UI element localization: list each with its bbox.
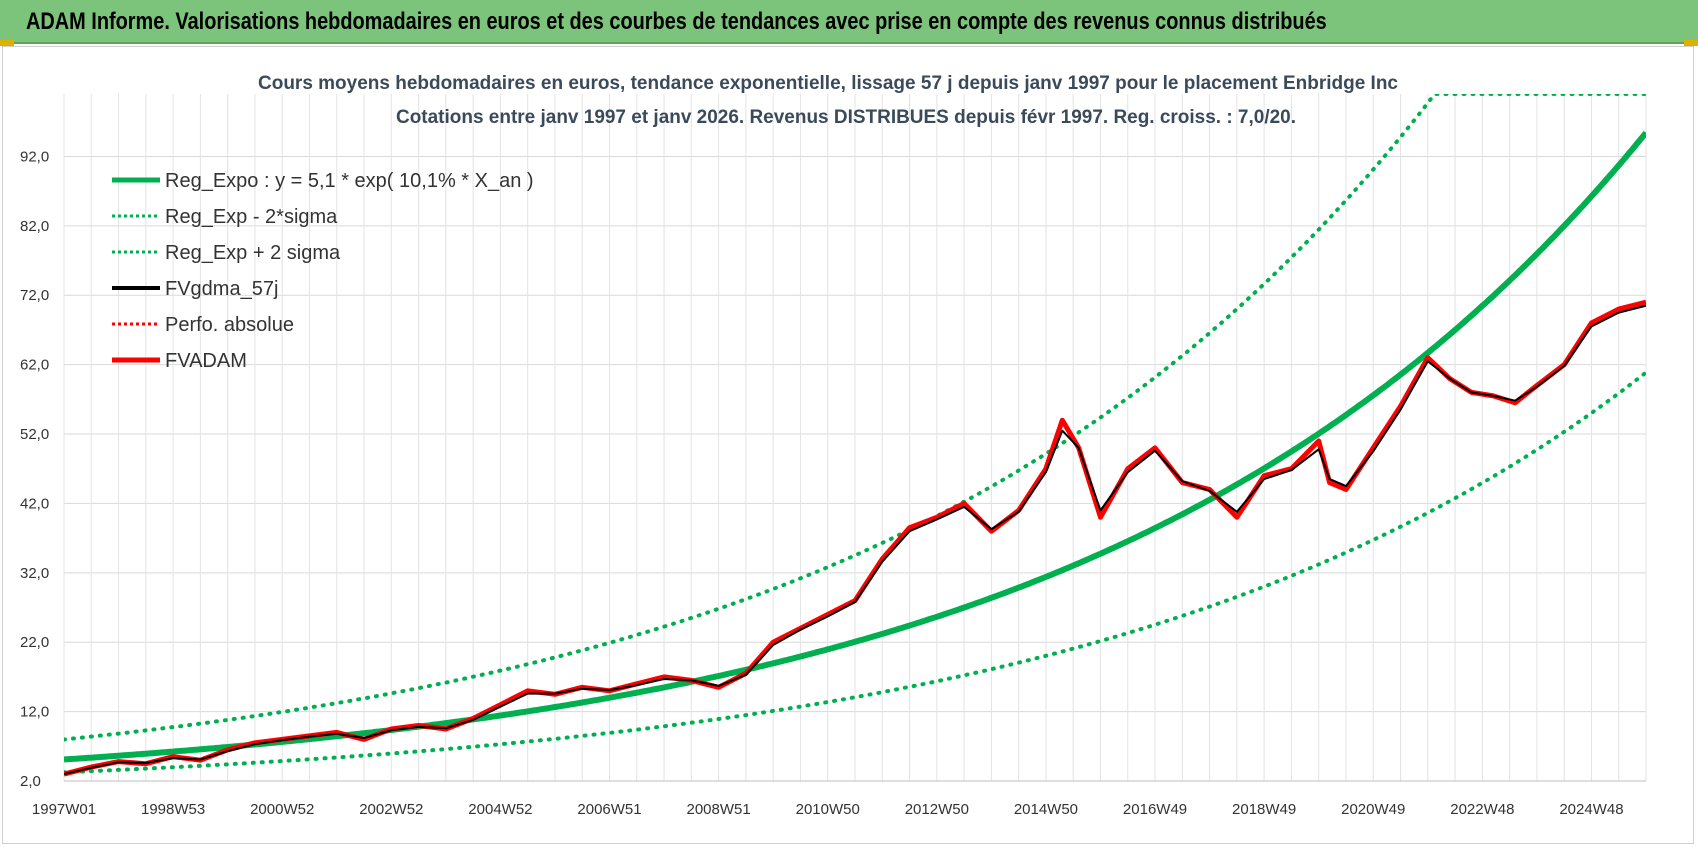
legend-label: Reg_Exp + 2 sigma: [165, 242, 341, 264]
x-tick-label: 2000W52: [250, 801, 314, 818]
report-header: ADAM Informe. Valorisations hebdomadaire…: [0, 0, 1698, 44]
chart-frame: [2, 46, 1694, 844]
x-tick-label: 2002W52: [359, 801, 423, 818]
legend: Reg_Expo : y = 5,1 * exp( 10,1% * X_an )…: [112, 170, 534, 372]
x-tick-label: 2014W50: [1014, 801, 1078, 818]
reg-minus-2sigma-line: [64, 370, 1646, 775]
y-tick-label: 82,0: [20, 218, 49, 235]
y-tick-label: 2,0: [20, 773, 41, 790]
titles: Cours moyens hebdomadaires en euros, ten…: [258, 73, 1398, 128]
reg-expo-line: [64, 130, 1646, 763]
curves: [64, 94, 1646, 777]
x-tick-label: 2012W50: [905, 801, 969, 818]
chart-subtitle: Cotations entre janv 1997 et janv 2026. …: [396, 107, 1296, 128]
axes: 2,0 12,0 22,0 32,0 42,0 52,0 62,0 72,0 82,0 92,0 1…: [20, 148, 1646, 818]
x-tick-label: 2022W48: [1450, 801, 1514, 818]
legend-label: Perfo. absolue: [165, 314, 294, 336]
corner-marker-left: [0, 40, 14, 46]
y-tick-label: 22,0: [20, 634, 49, 651]
y-tick-label: 12,0: [20, 704, 49, 721]
x-tick-label: 2020W49: [1341, 801, 1405, 818]
x-tick-label: 2016W49: [1123, 801, 1187, 818]
x-tick-label: 2010W50: [796, 801, 860, 818]
x-tick-label: 2006W51: [577, 801, 641, 818]
x-tick-label: 2004W52: [468, 801, 532, 818]
y-tick-label: 42,0: [20, 495, 49, 512]
legend-label: Reg_Exp - 2*sigma: [165, 206, 338, 228]
x-tick-label: 1998W53: [141, 801, 205, 818]
fvgdma-line: [64, 304, 1646, 776]
report-title: ADAM Informe. Valorisations hebdomadaire…: [26, 8, 1327, 35]
grid: [63, 94, 1647, 782]
x-tick-label: 2018W49: [1232, 801, 1296, 818]
legend-label: FVADAM: [165, 350, 247, 372]
y-tick-label: 72,0: [20, 287, 49, 304]
y-tick-label: 62,0: [20, 357, 49, 374]
y-tick-label: 32,0: [20, 565, 49, 582]
corner-marker-right: [1684, 40, 1698, 46]
legend-label: FVgdma_57j: [165, 278, 278, 300]
x-tick-label: 2008W51: [687, 801, 751, 818]
legend-label: Reg_Expo : y = 5,1 * exp( 10,1% * X_an ): [165, 170, 534, 192]
y-tick-label: 92,0: [20, 148, 49, 165]
x-tick-label: 2024W48: [1559, 801, 1623, 818]
y-tick-label: 52,0: [20, 426, 49, 443]
x-tick-label: 1997W01: [32, 801, 96, 818]
chart-title: Cours moyens hebdomadaires en euros, ten…: [258, 73, 1398, 94]
